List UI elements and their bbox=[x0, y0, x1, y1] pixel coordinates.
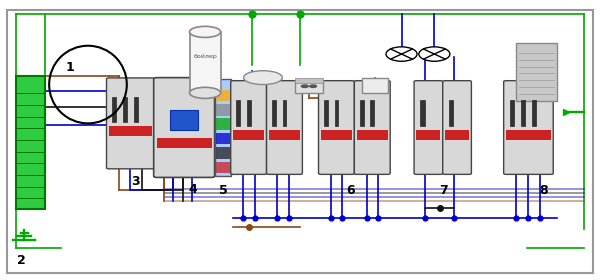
Bar bbox=[217, 118, 230, 130]
Bar bbox=[521, 100, 525, 126]
FancyBboxPatch shape bbox=[107, 78, 154, 169]
Bar bbox=[190, 32, 221, 93]
Bar bbox=[217, 90, 230, 101]
Bar bbox=[170, 109, 198, 130]
Text: бойлер: бойлер bbox=[193, 54, 217, 59]
Bar bbox=[321, 130, 352, 140]
Bar bbox=[247, 100, 251, 126]
Text: 7: 7 bbox=[439, 184, 448, 197]
Bar bbox=[324, 100, 328, 126]
Bar bbox=[269, 130, 300, 140]
Bar bbox=[360, 100, 364, 126]
Circle shape bbox=[301, 84, 309, 88]
Bar bbox=[272, 100, 276, 126]
Bar bbox=[362, 78, 388, 93]
Bar bbox=[157, 138, 212, 148]
Bar bbox=[416, 130, 440, 140]
Bar bbox=[109, 126, 152, 136]
Circle shape bbox=[386, 47, 417, 61]
Bar bbox=[123, 97, 127, 122]
Ellipse shape bbox=[190, 87, 221, 98]
Bar bbox=[449, 100, 453, 126]
Bar bbox=[233, 130, 264, 140]
Bar bbox=[16, 76, 45, 209]
Text: 3: 3 bbox=[131, 175, 140, 188]
FancyBboxPatch shape bbox=[355, 81, 390, 174]
Bar bbox=[215, 79, 231, 176]
FancyBboxPatch shape bbox=[443, 81, 472, 174]
Bar bbox=[217, 104, 230, 116]
Bar bbox=[509, 100, 514, 126]
FancyBboxPatch shape bbox=[154, 78, 215, 178]
FancyBboxPatch shape bbox=[503, 81, 553, 174]
Bar bbox=[217, 147, 230, 159]
Bar bbox=[295, 78, 323, 83]
Bar bbox=[217, 162, 230, 173]
Bar bbox=[112, 97, 116, 122]
Circle shape bbox=[309, 84, 317, 88]
Ellipse shape bbox=[190, 26, 221, 38]
Text: 4: 4 bbox=[188, 183, 197, 196]
Ellipse shape bbox=[244, 71, 283, 85]
Text: 8: 8 bbox=[539, 184, 548, 197]
Bar bbox=[295, 80, 323, 93]
Bar bbox=[420, 100, 425, 126]
Text: 2: 2 bbox=[17, 254, 26, 267]
FancyBboxPatch shape bbox=[414, 81, 443, 174]
Bar bbox=[516, 43, 557, 101]
Bar bbox=[236, 100, 240, 126]
Bar bbox=[357, 130, 388, 140]
Text: 6: 6 bbox=[346, 184, 355, 197]
Text: 1: 1 bbox=[65, 61, 74, 74]
Bar bbox=[134, 97, 137, 122]
Bar bbox=[370, 100, 374, 126]
Bar bbox=[506, 130, 551, 140]
Bar bbox=[445, 130, 469, 140]
Bar bbox=[283, 100, 286, 126]
FancyBboxPatch shape bbox=[231, 81, 266, 174]
Circle shape bbox=[419, 47, 450, 61]
Bar bbox=[217, 133, 230, 144]
Bar bbox=[532, 100, 536, 126]
FancyBboxPatch shape bbox=[319, 81, 355, 174]
Bar bbox=[335, 100, 338, 126]
FancyBboxPatch shape bbox=[266, 81, 302, 174]
Text: 5: 5 bbox=[219, 184, 228, 197]
